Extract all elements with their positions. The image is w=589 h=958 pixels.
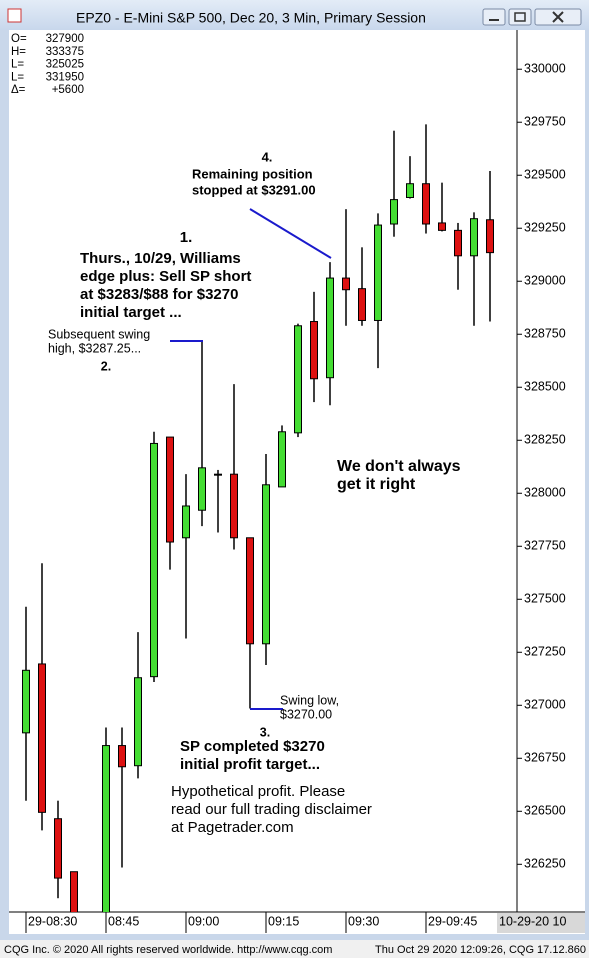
annotation-text: initial profit target... <box>180 756 320 773</box>
candle-body <box>118 745 126 768</box>
annotation-text: read our full trading disclaimer <box>171 801 372 818</box>
footer-bar <box>0 940 589 958</box>
y-tick-label: 329000 <box>524 274 566 288</box>
plot <box>22 124 494 912</box>
y-tick-label: 329250 <box>524 221 566 235</box>
y-tick-label: 328500 <box>524 380 566 394</box>
y-tick-label: 328750 <box>524 327 566 341</box>
candle-body <box>134 677 142 767</box>
stat-label: H= <box>11 46 26 58</box>
annotation-text: get it right <box>337 476 416 493</box>
y-tick-label: 326750 <box>524 751 566 765</box>
candle-body <box>102 745 110 912</box>
candle-body <box>294 325 302 434</box>
y-tick-label: 327750 <box>524 539 566 553</box>
annotation-text: Swing low, <box>280 693 339 707</box>
candle-body <box>54 818 62 879</box>
candle-body <box>390 199 398 225</box>
y-tick-label: 328000 <box>524 486 566 500</box>
candle-body <box>470 218 478 257</box>
y-tick-label: 330000 <box>524 62 566 76</box>
stat-label: L= <box>11 71 24 83</box>
footer-left: CQG Inc. © 2020 All rights reserved worl… <box>4 944 332 956</box>
candle-body <box>214 473 222 476</box>
stat-value: 325025 <box>46 59 84 71</box>
x-tick-label: 10-29-20 10 <box>499 914 566 928</box>
x-tick-label: 08:45 <box>108 914 139 928</box>
annotation-text: We don't always <box>337 458 461 475</box>
candle-body <box>70 871 78 912</box>
annotation-text: stopped at $3291.00 <box>192 182 316 197</box>
candle-body <box>326 277 334 379</box>
candle-body <box>246 537 254 645</box>
y-tick-label: 327000 <box>524 698 566 712</box>
y-tick-label: 329500 <box>524 168 566 182</box>
maximize-button[interactable] <box>508 8 532 26</box>
candle-body <box>166 436 174 543</box>
candle-body <box>422 183 430 225</box>
y-tick-label: 328250 <box>524 433 566 447</box>
annotation-text: Hypothetical profit. Please <box>171 783 345 800</box>
candle-body <box>406 183 414 198</box>
y-tick-label: 327250 <box>524 645 566 659</box>
candle-body <box>262 484 270 645</box>
y-tick-label: 326500 <box>524 804 566 818</box>
minimize-button[interactable] <box>482 8 506 26</box>
candle-body <box>150 442 158 678</box>
stat-label: L= <box>11 59 24 71</box>
annotation-text: high, $3287.25... <box>48 341 141 355</box>
annotation-text: initial target ... <box>80 304 182 321</box>
x-tick-label: 09:00 <box>188 914 219 928</box>
y-tick-label: 329750 <box>524 115 566 129</box>
stat-value: +5600 <box>52 84 84 96</box>
annotation-text: 1. <box>180 229 193 246</box>
annotation-line <box>249 208 332 259</box>
candle-body <box>278 431 286 488</box>
stat-label: Δ= <box>11 84 26 96</box>
y-tick-label: 327500 <box>524 592 566 606</box>
footer-right: Thu Oct 29 2020 12:09:26, CQG 17.12.860 <box>375 944 586 956</box>
annotation-text: 4. <box>262 149 273 164</box>
y-tick-label: 326250 <box>524 857 566 871</box>
annotation-text: Thurs., 10/29, Williams <box>80 250 241 267</box>
candle-body <box>198 467 206 511</box>
annotation-text: 3. <box>260 725 270 739</box>
candle-body <box>374 224 382 321</box>
candle-body <box>454 229 462 257</box>
x-tick-label: 09:15 <box>268 914 299 928</box>
candle-body <box>230 473 238 539</box>
stat-value: 327900 <box>46 33 84 45</box>
annotation-text: 2. <box>101 359 111 373</box>
app-icon <box>7 8 22 23</box>
x-tick-label: 09:30 <box>348 914 379 928</box>
candle-body <box>486 219 494 254</box>
candle-body <box>182 505 190 539</box>
annotation-text: at Pagetrader.com <box>171 819 294 836</box>
annotation-text: $3270.00 <box>280 707 332 721</box>
candle-body <box>342 277 350 291</box>
annotation-text: edge plus: Sell SP short <box>80 268 251 285</box>
candle-body <box>38 663 46 813</box>
x-tick-label: 29-09:45 <box>428 914 477 928</box>
stat-value: 333375 <box>46 46 84 58</box>
candle-body <box>438 222 446 231</box>
stat-value: 331950 <box>46 71 84 83</box>
candle-body <box>22 669 30 734</box>
candle-body <box>358 288 366 321</box>
window-title: EPZ0 - E-Mini S&P 500, Dec 20, 3 Min, Pr… <box>76 10 426 26</box>
x-label-bg <box>497 913 585 933</box>
stat-label: O= <box>11 33 27 45</box>
annotation-text: Remaining position <box>192 166 313 181</box>
candle-body <box>310 321 318 380</box>
annotation-text: at $3283/$88 for $3270 <box>80 286 238 303</box>
x-tick-label: 29-08:30 <box>28 914 77 928</box>
annotation-text: SP completed $3270 <box>180 738 325 755</box>
annotation-text: Subsequent swing <box>48 327 150 341</box>
